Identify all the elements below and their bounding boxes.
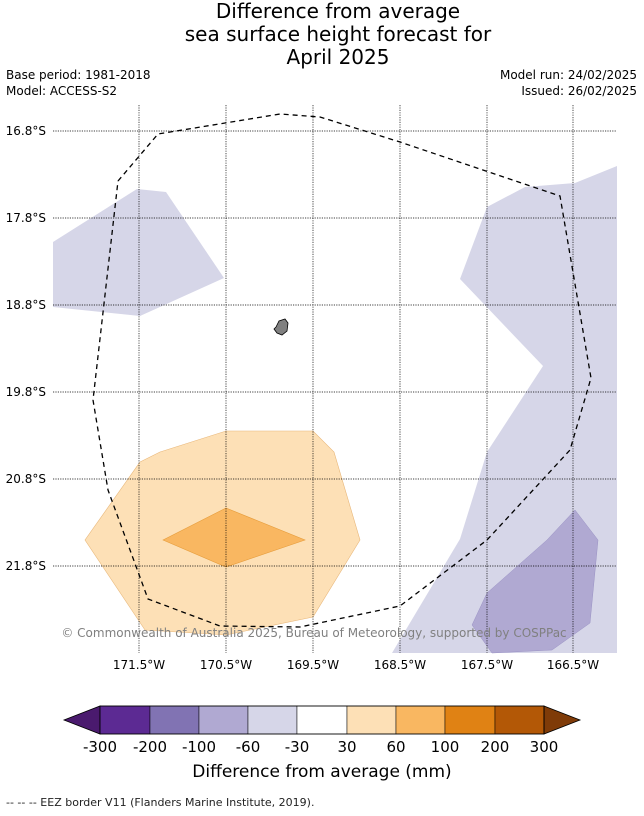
colorbar-bin (99, 705, 151, 735)
meta-left: Base period: 1981-2018 Model: ACCESS-S2 (6, 67, 151, 99)
colorbar-extend-high (543, 705, 582, 735)
eez-legend: -- -- -- EEZ border V11 (Flanders Marine… (6, 796, 315, 809)
colorbar-bin (494, 705, 545, 735)
colorbar-bin (296, 705, 348, 735)
colorbar-tick-label: -60 (236, 738, 261, 756)
model-name: Model: ACCESS-S2 (6, 84, 118, 98)
colorbar-bin (247, 705, 298, 735)
colorbar-tick-label: 100 (431, 738, 460, 756)
lat-label: 16.8°S (6, 124, 46, 138)
title-line-1: Difference from average (215, 0, 461, 23)
title-line-3: April 2025 (286, 45, 390, 69)
base-period: Base period: 1981-2018 (6, 68, 151, 82)
colorbar-tick-label: 30 (337, 738, 356, 756)
colorbar-bin (395, 705, 446, 735)
anomaly-region-mid-orange (162, 507, 306, 568)
colorbar-tick-label: 60 (386, 738, 405, 756)
issued-date: Issued: 26/02/2025 (521, 84, 637, 98)
lon-label: 170.5°W (200, 658, 252, 672)
colorbar-bin (198, 705, 249, 735)
colorbar-frame (99, 705, 545, 735)
colorbar-tick-label: -300 (83, 738, 117, 756)
lat-label: 20.8°S (6, 472, 46, 486)
colorbar-bin (444, 705, 496, 735)
colorbar-bin (346, 705, 397, 735)
colorbar-bin (149, 705, 200, 735)
title-line-2: sea surface height forecast for (184, 22, 492, 46)
colorbar-tick-label: 300 (530, 738, 559, 756)
colorbar-tick-label: -100 (182, 738, 216, 756)
model-run: Model run: 24/02/2025 (499, 68, 637, 82)
anomaly-region-mid-purple (471, 509, 599, 654)
lat-label: 19.8°S (6, 385, 46, 399)
lon-label: 166.5°W (547, 658, 599, 672)
map-title: Difference from average sea surface heig… (0, 0, 644, 69)
colorbar-extend-low (62, 705, 101, 735)
island-niue (273, 318, 289, 336)
colorbar-tick-label: -30 (285, 738, 310, 756)
meta-right: Model run: 24/02/2025 Issued: 26/02/2025 (500, 67, 637, 99)
colorbar-title: Difference from average (mm) (192, 762, 452, 782)
lat-label: 17.8°S (6, 211, 46, 225)
colorbar-tick-label: -200 (133, 738, 167, 756)
lon-label: 171.5°W (113, 658, 165, 672)
graticule (53, 105, 617, 653)
colorbar (62, 705, 582, 735)
lon-label: 167.5°W (461, 658, 513, 672)
lon-label: 168.5°W (374, 658, 426, 672)
lat-label: 21.8°S (6, 559, 46, 573)
colorbar-tick-label: 200 (481, 738, 510, 756)
lat-label: 18.8°S (6, 298, 46, 312)
map-plot-area: © Commonwealth of Australia 2025, Bureau… (53, 105, 617, 654)
copyright-notice: © Commonwealth of Australia 2025, Bureau… (61, 626, 566, 640)
anomaly-region-light-purple-west (53, 189, 224, 316)
lon-label: 169.5°W (287, 658, 339, 672)
